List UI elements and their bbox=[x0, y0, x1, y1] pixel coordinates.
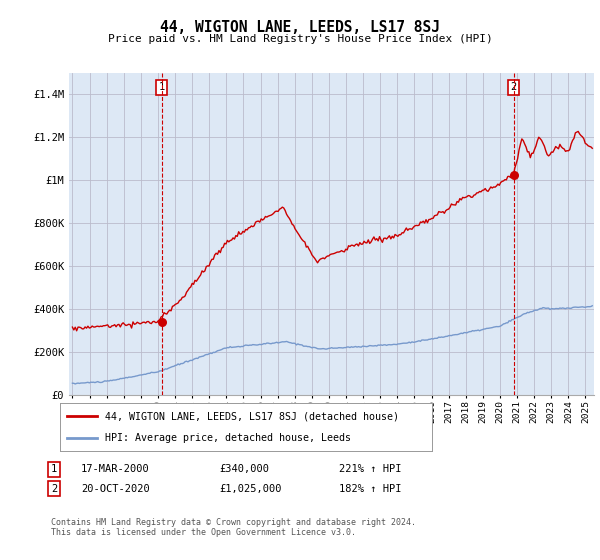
Text: Contains HM Land Registry data © Crown copyright and database right 2024.
This d: Contains HM Land Registry data © Crown c… bbox=[51, 518, 416, 538]
Text: 44, WIGTON LANE, LEEDS, LS17 8SJ (detached house): 44, WIGTON LANE, LEEDS, LS17 8SJ (detach… bbox=[104, 411, 398, 421]
Text: 17-MAR-2000: 17-MAR-2000 bbox=[81, 464, 150, 474]
Text: 20-OCT-2020: 20-OCT-2020 bbox=[81, 484, 150, 494]
Text: 2: 2 bbox=[511, 82, 517, 92]
Text: £1,025,000: £1,025,000 bbox=[219, 484, 281, 494]
Text: 221% ↑ HPI: 221% ↑ HPI bbox=[339, 464, 401, 474]
Text: HPI: Average price, detached house, Leeds: HPI: Average price, detached house, Leed… bbox=[104, 433, 350, 443]
Point bbox=[509, 170, 518, 179]
Text: 182% ↑ HPI: 182% ↑ HPI bbox=[339, 484, 401, 494]
Text: 1: 1 bbox=[51, 464, 57, 474]
Text: Price paid vs. HM Land Registry's House Price Index (HPI): Price paid vs. HM Land Registry's House … bbox=[107, 34, 493, 44]
Text: 44, WIGTON LANE, LEEDS, LS17 8SJ: 44, WIGTON LANE, LEEDS, LS17 8SJ bbox=[160, 20, 440, 35]
Point bbox=[157, 318, 166, 326]
Text: £340,000: £340,000 bbox=[219, 464, 269, 474]
Text: 1: 1 bbox=[158, 82, 165, 92]
Text: 2: 2 bbox=[51, 484, 57, 494]
